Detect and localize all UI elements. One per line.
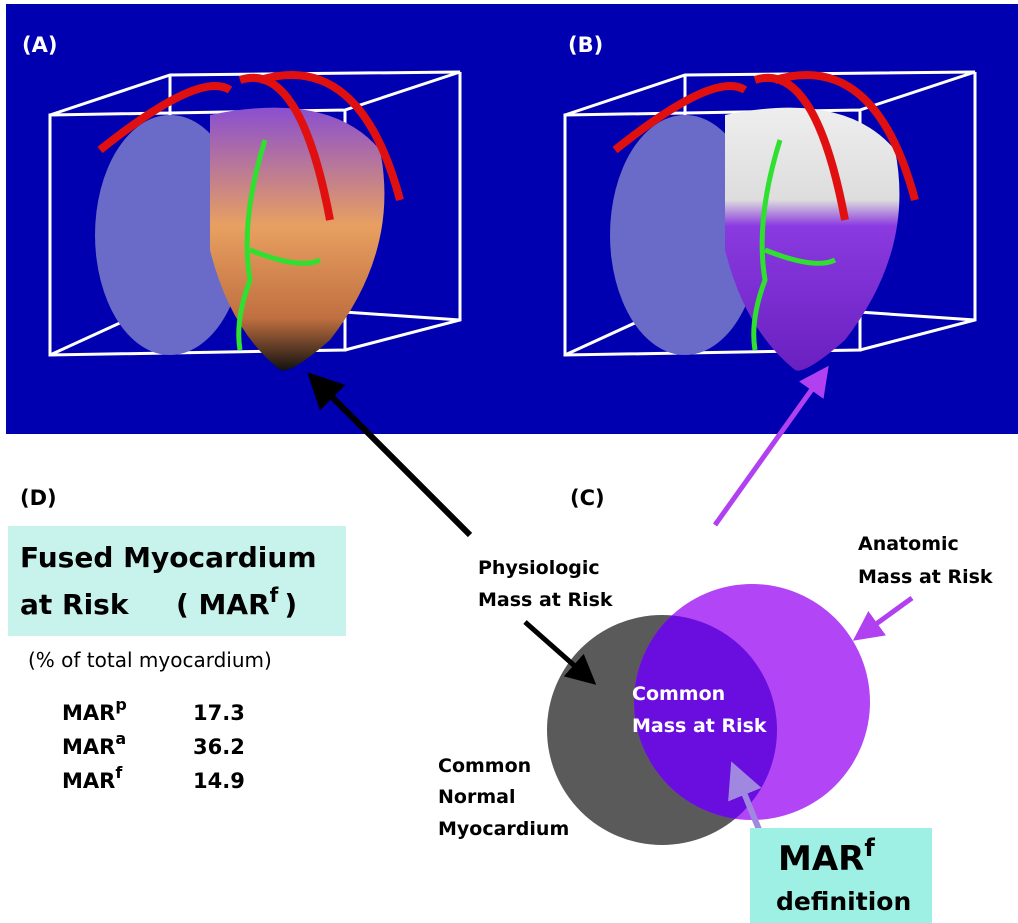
name: MAR <box>778 839 864 879</box>
panel-label: (A) <box>22 33 57 57</box>
row-name: MARp <box>62 695 127 725</box>
name: MAR <box>62 735 115 759</box>
name-sup: f <box>115 763 123 782</box>
venn-label: Common <box>632 683 725 705</box>
definition-text: definition <box>776 887 911 916</box>
venn-label: Myocardium <box>438 818 569 840</box>
summary-title: Fused Myocardium <box>20 541 317 574</box>
venn-label: Common <box>438 755 531 777</box>
summary-subtitle: (% of total myocardium) <box>28 648 272 672</box>
row-name: MARa <box>62 729 126 759</box>
name: MAR <box>62 701 115 725</box>
venn-label: Physiologic <box>478 557 600 579</box>
venn-label: Mass at Risk <box>858 566 993 588</box>
row-name: MARf <box>62 763 123 793</box>
panel-label: (C) <box>570 486 605 510</box>
summary-title: at Risk <box>20 588 130 621</box>
abbr: ( MAR <box>176 588 270 621</box>
name-sup: f <box>864 834 875 862</box>
abbr-sup: f <box>270 583 279 607</box>
venn-label: Mass at Risk <box>478 589 613 611</box>
arrow <box>525 622 585 675</box>
abbr-close: ) <box>284 588 297 621</box>
name-sup: p <box>115 695 126 714</box>
definition-name: MARf <box>778 834 875 879</box>
panel-label: (D) <box>20 486 57 510</box>
venn-label: Mass at Risk <box>632 715 767 737</box>
venn-label: Normal <box>438 786 515 808</box>
figure: (A) (B) (D) Fused Myocardium at Risk ( M… <box>0 0 1018 923</box>
row-value: 36.2 <box>193 735 245 759</box>
name-sup: a <box>115 729 126 748</box>
panel-label: (B) <box>568 33 603 57</box>
name: MAR <box>62 769 115 793</box>
arrow <box>865 598 912 632</box>
venn-label: Anatomic <box>858 533 959 555</box>
row-value: 17.3 <box>193 701 245 725</box>
row-value: 14.9 <box>193 769 245 793</box>
